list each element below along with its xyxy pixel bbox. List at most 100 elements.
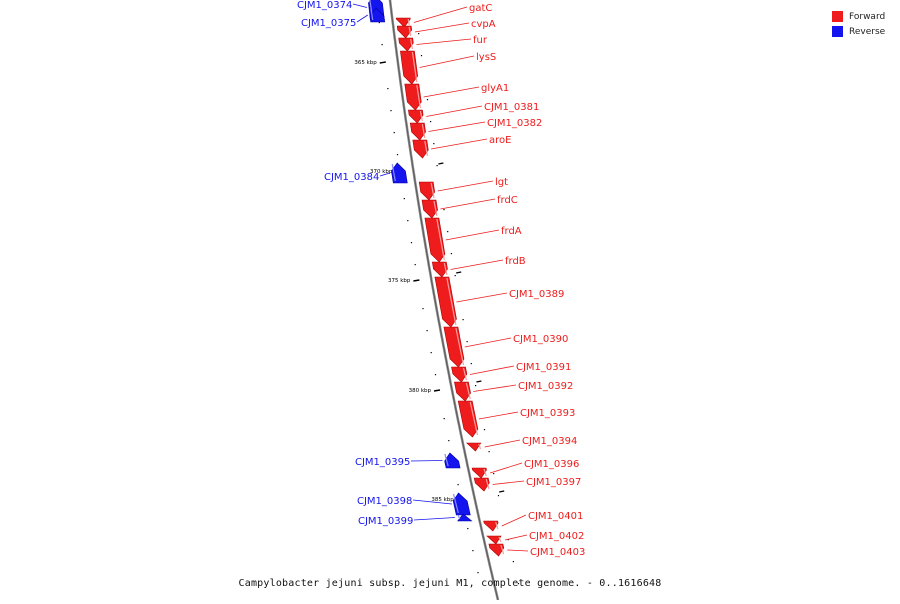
gene-highlight-cjm1-0375 [370, 8, 374, 21]
gene-label-cjm1-0392[interactable]: CJM1_0392 [518, 381, 573, 392]
gene-label-cjm1-0384[interactable]: CJM1_0384 [324, 172, 379, 183]
gene-arrow-cjm1-0391[interactable] [451, 366, 468, 383]
minor-tick [381, 44, 383, 46]
minor-tick [497, 495, 500, 497]
gene-arrow-cjm1-0393[interactable] [457, 400, 479, 438]
gene-label-fur[interactable]: fur [473, 35, 488, 46]
gene-label-cjm1-0399[interactable]: CJM1_0399 [358, 516, 413, 527]
gene-label-cjm1-0375[interactable]: CJM1_0375 [301, 18, 356, 29]
minor-tick [477, 572, 479, 574]
gene-label-cjm1-0390[interactable]: CJM1_0390 [513, 334, 568, 345]
gene-arrow-aroe[interactable] [412, 139, 429, 159]
gene-label-frdb[interactable]: frdB [505, 256, 526, 267]
gene-arrow-gatc[interactable] [395, 17, 411, 28]
minor-tick [436, 165, 438, 167]
gene-arrow-cjm1-0392[interactable] [454, 381, 471, 402]
gene-label-lgt[interactable]: lgt [495, 177, 508, 188]
tick-label: 375 kbp [388, 278, 411, 284]
gene-highlight-glya1 [416, 84, 421, 109]
gene-arrow-cvpa[interactable] [396, 25, 413, 39]
gene-label-cvpa[interactable]: cvpA [471, 19, 496, 30]
gene-arrow-cjm1-0396[interactable] [471, 467, 487, 479]
leader-line-lyss [419, 55, 475, 68]
gene-arrow-cjm1-0397[interactable] [473, 477, 490, 492]
gene-highlight-aroe [424, 140, 429, 157]
minor-tick [457, 484, 459, 486]
minor-tick [420, 55, 423, 57]
gene-label-cjm1-0394[interactable]: CJM1_0394 [522, 436, 577, 447]
gene-highlight-lgt [430, 182, 435, 199]
leader-line-cjm1-0384 [379, 172, 390, 177]
major-tick [476, 380, 482, 383]
gene-highlight-cjm1-0401 [495, 521, 499, 530]
minor-tick [422, 308, 424, 310]
gene-label-lyss[interactable]: lysS [476, 52, 496, 63]
gene-label-cjm1-0396[interactable]: CJM1_0396 [524, 459, 579, 470]
major-tick [433, 389, 441, 392]
leader-line-cjm1-0403 [507, 549, 529, 552]
gene-label-glya1[interactable]: glyA1 [481, 83, 509, 94]
gene-highlight-cjm1-0398 [452, 493, 459, 514]
leader-line-cjm1-0396 [489, 462, 523, 474]
gene-highlight-cjm1-0382 [421, 123, 426, 139]
gene-label-frda[interactable]: frdA [501, 226, 522, 237]
gene-highlight-cvpa [408, 26, 412, 37]
gene-label-cjm1-0393[interactable]: CJM1_0393 [520, 408, 575, 419]
minor-tick [403, 198, 405, 200]
minor-tick [433, 143, 435, 145]
gene-label-cjm1-0397[interactable]: CJM1_0397 [526, 477, 581, 488]
gene-label-aroe[interactable]: aroE [489, 135, 511, 146]
leader-line-glya1 [423, 86, 480, 98]
gene-arrow-frda[interactable] [424, 217, 446, 263]
gene-label-gatc[interactable]: gatC [469, 3, 492, 14]
gene-features [368, 0, 505, 557]
gene-arrow-lgt[interactable] [418, 181, 436, 201]
gene-arrow-cjm1-0394[interactable] [466, 442, 482, 452]
minor-tick [517, 583, 520, 585]
gene-arrow-cjm1-0384[interactable] [391, 162, 408, 184]
legend: Forward Reverse [832, 9, 892, 39]
gene-arrow-cjm1-0389[interactable] [434, 276, 457, 328]
legend-swatch-reverse [832, 26, 843, 37]
gene-arrow-cjm1-0401[interactable] [483, 520, 499, 532]
gene-arrow-cjm1-0403[interactable] [488, 543, 505, 557]
gene-label-cjm1-0391[interactable]: CJM1_0391 [516, 362, 571, 373]
gene-arrow-cjm1-0375[interactable] [369, 7, 386, 23]
gene-highlight-cjm1-0381 [419, 110, 423, 122]
gene-label-frdc[interactable]: frdC [497, 195, 518, 206]
gene-label-cjm1-0374[interactable]: CJM1_0374 [297, 0, 352, 11]
gene-label-cjm1-0389[interactable]: CJM1_0389 [509, 289, 564, 300]
leader-line-frdb [450, 259, 504, 270]
gene-label-cjm1-0403[interactable]: CJM1_0403 [530, 547, 585, 558]
minor-tick [396, 154, 399, 156]
gene-label-cjm1-0381[interactable]: CJM1_0381 [484, 102, 539, 113]
gene-arrow-cjm1-0399[interactable] [457, 513, 473, 522]
gene-highlight-cjm1-0392 [465, 382, 471, 400]
gene-arrow-fur[interactable] [398, 37, 414, 52]
gene-arrow-frdc[interactable] [421, 199, 438, 219]
gene-label-cjm1-0382[interactable]: CJM1_0382 [487, 118, 542, 129]
gene-arrow-cjm1-0382[interactable] [409, 122, 426, 141]
leader-line-cjm1-0395 [410, 460, 443, 462]
gene-arrow-cjm1-0381[interactable] [408, 109, 424, 124]
leader-line-fur [416, 38, 472, 45]
gene-arrow-cjm1-0395[interactable] [444, 452, 461, 469]
gene-label-cjm1-0401[interactable]: CJM1_0401 [528, 511, 583, 522]
gene-label-cjm1-0398[interactable]: CJM1_0398 [357, 496, 412, 507]
gene-arrow-frdb[interactable] [431, 261, 448, 278]
tick-label: 370 kbp [370, 169, 393, 175]
gene-arrow-cjm1-0402[interactable] [486, 535, 502, 545]
minor-tick [454, 275, 456, 277]
minor-tick [430, 352, 432, 354]
gene-label-cjm1-0402[interactable]: CJM1_0402 [529, 531, 584, 542]
leader-line-cjm1-0402 [504, 534, 528, 541]
minor-tick [483, 429, 486, 431]
gene-arrow-cjm1-0390[interactable] [443, 326, 465, 368]
leader-line-cjm1-0393 [478, 411, 519, 420]
major-tick [456, 271, 462, 274]
minor-tick [447, 231, 449, 233]
gene-highlight-cjm1-0389 [446, 277, 457, 326]
gene-label-cjm1-0395[interactable]: CJM1_0395 [355, 457, 410, 468]
gene-highlight-cjm1-0395 [444, 453, 449, 467]
